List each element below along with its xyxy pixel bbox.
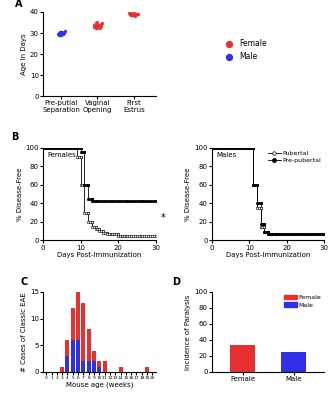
Text: A: A — [15, 0, 23, 9]
Point — [57, 31, 63, 37]
Bar — [281, 352, 307, 372]
Bar — [92, 361, 96, 372]
Point — [92, 22, 97, 28]
Point — [58, 30, 64, 36]
Point — [62, 30, 67, 36]
Point — [94, 22, 99, 28]
Point — [57, 32, 62, 38]
Point — [60, 30, 65, 36]
Bar — [87, 329, 91, 361]
Text: Males: Males — [216, 152, 236, 158]
Point — [127, 10, 132, 16]
Point — [97, 22, 102, 28]
Point — [131, 12, 137, 18]
Point — [55, 30, 61, 37]
Point — [130, 12, 136, 18]
Bar — [76, 270, 80, 340]
Point — [61, 29, 66, 36]
Point — [93, 20, 99, 26]
Bar — [66, 340, 70, 356]
Point — [93, 22, 98, 28]
Point — [95, 22, 100, 28]
Bar — [81, 361, 85, 372]
Point — [95, 23, 100, 29]
Legend: Female, Male: Female, Male — [284, 295, 321, 308]
Point — [132, 13, 137, 19]
Point — [59, 30, 65, 36]
Point — [59, 32, 64, 38]
Text: Females: Females — [48, 152, 76, 158]
Legend: Pubertal, Pre-pubertal: Pubertal, Pre-pubertal — [268, 151, 321, 164]
Point — [134, 11, 140, 17]
X-axis label: Days Post-Immunization: Days Post-Immunization — [57, 252, 141, 258]
Point — [134, 11, 139, 17]
Point — [92, 22, 97, 29]
Point — [93, 25, 98, 32]
Point — [62, 28, 68, 34]
Y-axis label: % Disease-Free: % Disease-Free — [185, 168, 191, 221]
Point — [60, 31, 65, 37]
Bar — [118, 367, 122, 372]
Bar — [81, 302, 85, 361]
Bar — [60, 367, 64, 372]
Bar — [230, 345, 255, 372]
Legend: Female, Male: Female, Male — [221, 39, 267, 61]
Point — [132, 12, 138, 18]
Y-axis label: # Cases of Classic EAE: # Cases of Classic EAE — [21, 292, 27, 372]
Point — [127, 11, 132, 17]
Point — [57, 28, 63, 35]
X-axis label: Mouse age (weeks): Mouse age (weeks) — [66, 382, 133, 388]
Point — [98, 21, 103, 28]
Y-axis label: % Disease-Free: % Disease-Free — [17, 168, 23, 221]
Bar — [97, 361, 101, 367]
Point — [56, 30, 61, 36]
Point — [99, 20, 104, 26]
Point — [127, 11, 132, 17]
Text: B: B — [12, 132, 19, 142]
Point — [132, 10, 137, 17]
Point — [58, 29, 64, 36]
Text: C: C — [21, 278, 28, 288]
Point — [131, 11, 136, 18]
Bar — [97, 367, 101, 372]
Bar — [71, 340, 75, 372]
Y-axis label: Age in Days: Age in Days — [21, 33, 27, 75]
Bar — [76, 340, 80, 372]
Bar — [92, 351, 96, 361]
Bar — [87, 361, 91, 372]
Point — [92, 24, 97, 30]
Point — [134, 11, 139, 17]
Text: *: * — [161, 213, 166, 223]
Point — [95, 19, 100, 26]
Point — [99, 23, 104, 29]
Point — [94, 23, 100, 29]
Bar — [103, 361, 107, 372]
Text: D: D — [172, 278, 180, 288]
Y-axis label: Incidence of Paralysis: Incidence of Paralysis — [185, 294, 191, 370]
Point — [93, 23, 99, 30]
Point — [57, 32, 63, 38]
Point — [97, 25, 103, 31]
Bar — [71, 308, 75, 340]
Point — [57, 30, 62, 37]
Point — [59, 30, 64, 36]
Point — [128, 11, 133, 17]
Point — [97, 23, 103, 29]
Point — [135, 10, 140, 17]
Point — [128, 12, 133, 18]
Point — [98, 22, 103, 28]
Bar — [66, 356, 70, 372]
Point — [129, 12, 134, 18]
Point — [61, 29, 66, 36]
Point — [128, 10, 133, 16]
Point — [58, 29, 64, 36]
Point — [95, 25, 100, 32]
X-axis label: Days Post-Immunization: Days Post-Immunization — [226, 252, 310, 258]
Bar — [145, 367, 149, 372]
Point — [129, 12, 134, 18]
Point — [57, 30, 63, 36]
